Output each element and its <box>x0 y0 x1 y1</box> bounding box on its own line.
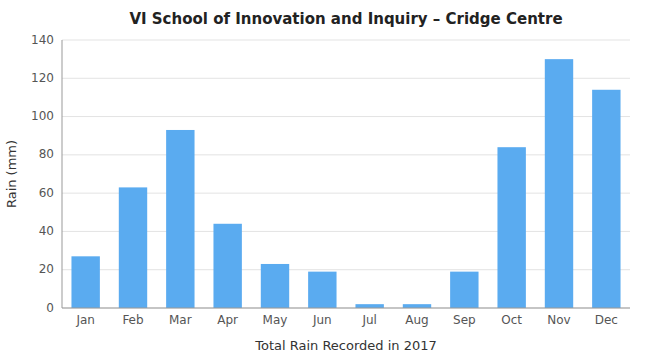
y-tick-label: 20 <box>39 262 54 276</box>
grid-line <box>62 308 630 309</box>
y-axis: 0 20 40 60 80 100 120 140 <box>31 33 630 315</box>
bar <box>403 304 431 308</box>
y-axis-label: Rain (mm) <box>4 140 19 208</box>
x-tick-label: Nov <box>547 313 570 327</box>
x-tick-label: Mar <box>169 313 192 327</box>
bar <box>497 147 525 308</box>
y-tick-label: 60 <box>39 186 54 200</box>
x-tick-label: Dec <box>595 313 618 327</box>
x-tick-label: Aug <box>405 313 428 327</box>
x-axis-line <box>62 308 630 309</box>
y-tick-label: 140 <box>31 33 54 47</box>
x-tick-label: Jun <box>312 313 332 327</box>
bar <box>119 187 147 308</box>
bar <box>71 256 99 308</box>
chart: 0 20 40 60 80 100 120 140 Jan Feb Mar Apr May Jun Jul A… <box>0 0 650 360</box>
bar <box>308 272 336 308</box>
bar <box>545 59 573 308</box>
y-axis-line <box>62 40 63 308</box>
x-axis: Jan Feb Mar Apr May Jun Jul Aug Sep Oct Nov Dec <box>75 313 618 327</box>
bar <box>213 224 241 308</box>
chart-container: 0 20 40 60 80 100 120 140 Jan Feb Mar Apr May Jun Jul A… <box>0 0 650 360</box>
x-tick-label: Apr <box>217 313 238 327</box>
bar <box>355 304 383 308</box>
y-tick-label: 120 <box>31 71 54 85</box>
bar <box>166 130 194 308</box>
y-tick-label: 80 <box>39 147 54 161</box>
title: VI School of Innovation and Inquiry – Cr… <box>129 10 562 28</box>
bar <box>592 90 620 308</box>
x-axis-label: Total Rain Recorded in 2017 <box>254 338 437 353</box>
x-tick-label: Jan <box>75 313 95 327</box>
x-tick-label: Sep <box>453 313 476 327</box>
x-tick-label: May <box>263 313 288 327</box>
x-tick-label: Oct <box>501 313 522 327</box>
grid-line <box>62 40 630 41</box>
x-tick-label: Feb <box>122 313 143 327</box>
page: {"chart_data": {"type": "bar", "title": … <box>0 0 650 360</box>
bar <box>261 264 289 308</box>
y-tick-label: 100 <box>31 109 54 123</box>
y-tick-label: 0 <box>46 301 54 315</box>
x-tick-label: Jul <box>361 313 376 327</box>
y-tick-label: 40 <box>39 224 54 238</box>
bar <box>450 272 478 308</box>
bars <box>71 59 620 308</box>
